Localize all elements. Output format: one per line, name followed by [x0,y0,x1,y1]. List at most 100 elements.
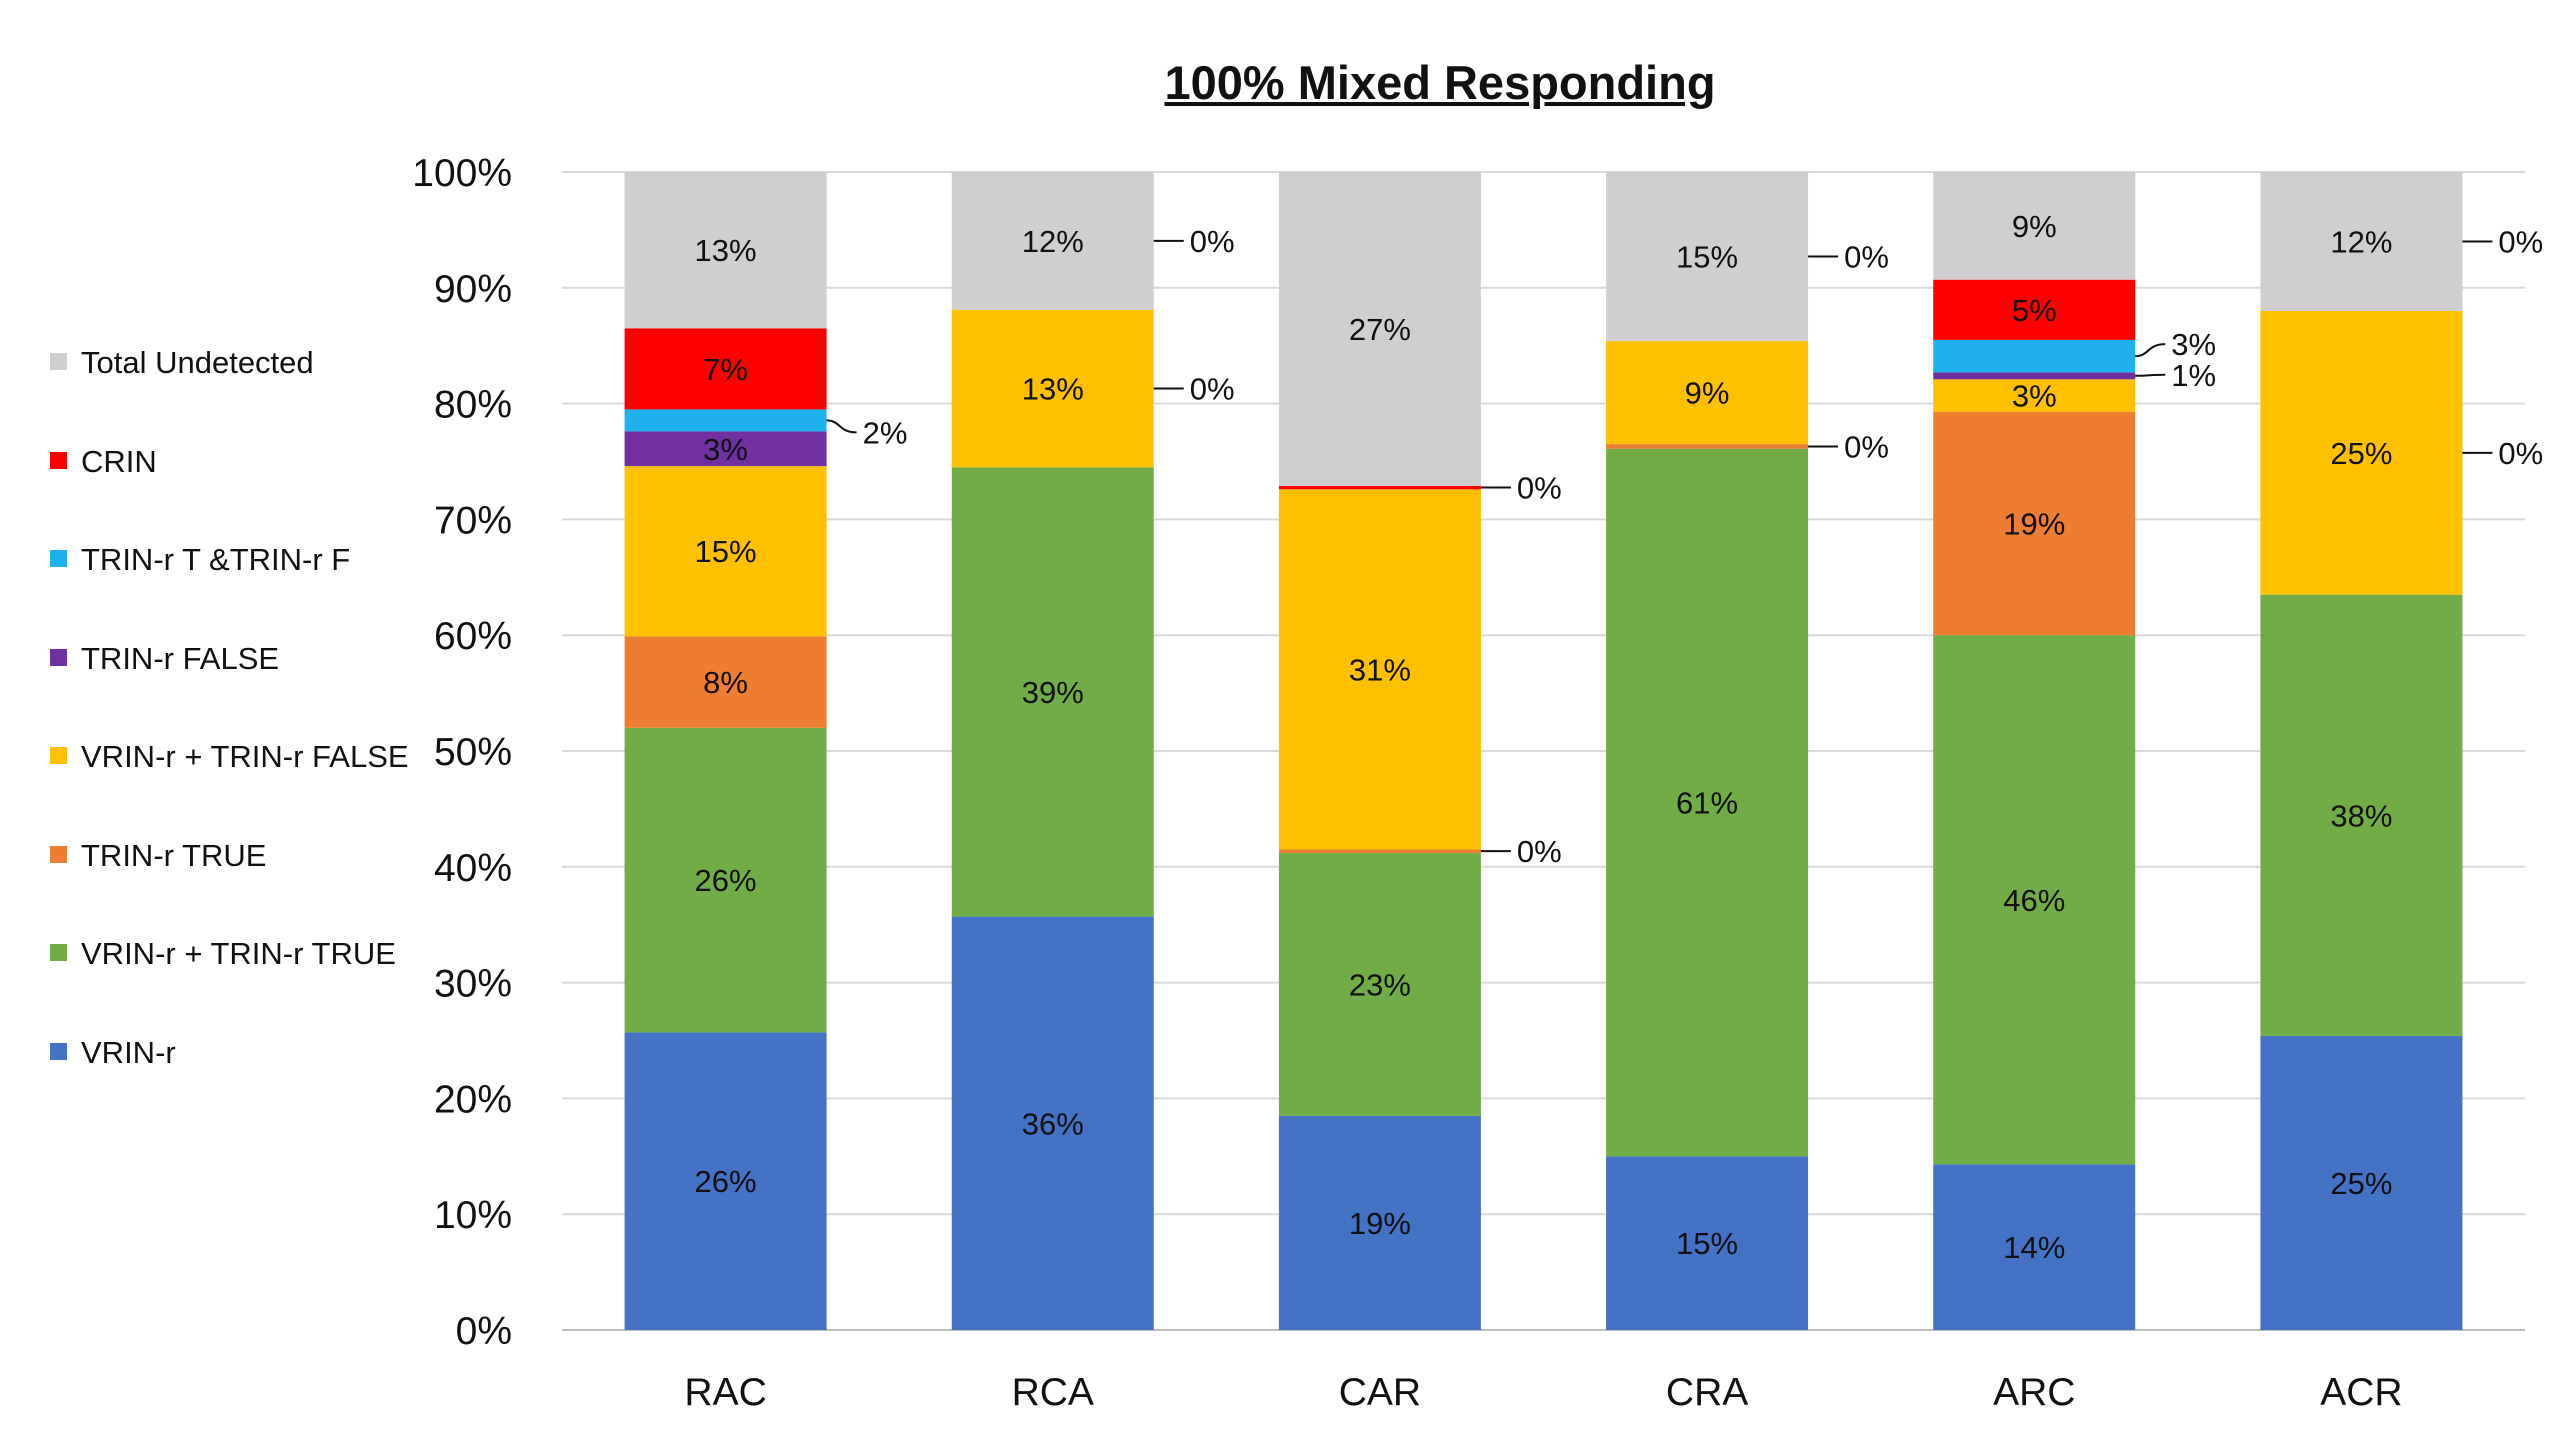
data-label: 26% [695,863,757,898]
bar-rca-total-undetected [951,172,1154,310]
x-tick-label: RCA [1012,1371,1094,1414]
legend-item-vrin-r: VRIN-r [50,1035,176,1071]
data-label: 19% [1349,1206,1411,1241]
legend-swatch [50,747,67,764]
bar-rac-vrin-r-trin-r-false [624,466,827,637]
bar-rca-vrin-r-trin-r-true [951,467,1154,917]
bar-rac-crin [624,328,827,410]
data-label: 8% [703,665,748,700]
bar-cra-vrin-r-trin-r-false [1606,341,1809,445]
bar-arc-trin-r-false [1933,372,2136,380]
y-tick-label: 20% [434,1078,512,1121]
data-label: 27% [1349,312,1411,347]
legend-swatch [50,944,67,961]
data-label: 25% [2330,436,2392,471]
bar-arc-vrin-r-trin-r-false [1933,379,2136,412]
legend-swatch [50,845,67,863]
bar-arc-crin [1933,279,2136,340]
bar-car-vrin-r-trin-r-true [1278,852,1481,1116]
callout-label: 0% [1844,429,1889,464]
bar-rac-total-undetected [624,172,827,329]
legend-item-crin: CRIN [50,444,157,480]
bar-arc-total-undetected [1933,172,2136,280]
data-label: 9% [2012,209,2057,244]
y-tick-label: 100% [412,152,512,195]
callout-leader [2135,373,2166,377]
data-label: 5% [2012,293,2057,328]
bar-cra-vrin-r [1606,1156,1809,1330]
legend-item-vrin-r-trin-r-false: VRIN-r + TRIN-r FALSE [50,739,409,775]
y-tick-label: 50% [434,731,512,774]
data-label: 7% [703,352,748,387]
bar-acr-vrin-r-trin-r-true [2260,594,2463,1036]
legend-label: TRIN-r FALSE [81,640,280,676]
bar-car-total-undetected [1278,172,1481,486]
callout-label: 0% [1190,372,1235,407]
legend-item-trin-r-t-trin-r-f: TRIN-r T &TRIN-r F [50,542,350,578]
bar-arc-vrin-r-trin-r-true [1933,635,2136,1165]
data-label: 25% [2330,1166,2392,1201]
data-label: 23% [1349,967,1411,1002]
data-label: 12% [1022,224,1084,259]
callout-label: 0% [2498,224,2543,259]
x-tick-label: CRA [1666,1371,1748,1414]
bar-arc-trin-r-true [1933,411,2136,636]
legend-label: VRIN-r + TRIN-r TRUE [81,936,396,971]
y-tick-label: 90% [434,268,512,311]
legend-swatch [50,451,67,469]
bar-arc-vrin-r [1933,1164,2136,1330]
callout-label: 0% [1844,240,1889,275]
legend-swatch [50,550,67,567]
legend-label: Total Undetected [81,345,314,380]
legend-item-vrin-r-trin-r-true: VRIN-r + TRIN-r TRUE [50,936,396,972]
y-tick-label: 80% [434,384,512,427]
legend-label: CRIN [81,443,157,479]
data-label: 39% [1022,675,1084,710]
bar-rac-trin-r-false [624,431,827,467]
data-label: 19% [2003,506,2065,541]
data-label: 15% [695,534,757,569]
bar-rca-vrin-r [951,916,1154,1330]
legend-swatch [50,353,67,370]
callout-leader [826,419,857,434]
legend-label: VRIN-r [81,1034,176,1070]
legend-label: TRIN-r TRUE [81,837,267,873]
bar-acr-vrin-r-trin-r-false [2260,310,2463,595]
bar-cra-total-undetected [1606,172,1809,342]
data-label: 13% [1022,372,1084,407]
data-label: 13% [695,233,757,268]
bar-rca-vrin-r-trin-r-false [951,309,1154,468]
bar-car-vrin-r [1278,1115,1481,1330]
bar-rac-trin-r-true [624,636,827,728]
data-label: 15% [1676,240,1738,275]
legend-label: VRIN-r + TRIN-r FALSE [81,739,409,774]
data-label: 9% [1685,376,1730,411]
bar-car-crin [1278,485,1481,490]
bar-car-vrin-r-trin-r-false [1278,489,1481,850]
data-label: 46% [2003,883,2065,918]
bar-rac-trin-r-t-trin-r-f [624,409,827,432]
chart-title: 100% Mixed Responding [1164,56,1716,109]
callout-label: 0% [1517,834,1562,869]
legend-item-trin-r-false: TRIN-r FALSE [50,641,279,677]
data-label: 3% [703,432,748,467]
y-tick-label: 70% [434,499,512,542]
legend-swatch [50,648,67,666]
callout-leader [2135,343,2166,358]
x-tick-label: ARC [1993,1371,2075,1414]
data-label: 26% [695,1164,757,1199]
y-tick-label: 40% [434,847,512,890]
y-tick-label: 0% [456,1310,512,1353]
legend-item-trin-r-true: TRIN-r TRUE [50,838,266,874]
legend-item-total-undetected: Total Undetected [50,345,314,381]
data-label: 61% [1676,786,1738,821]
bar-car-trin-r-true [1278,849,1481,853]
callout-label: 2% [863,415,908,450]
callout-label: 0% [1517,471,1562,506]
data-label: 36% [1022,1106,1084,1141]
data-label: 31% [1349,652,1411,687]
y-tick-label: 30% [434,963,512,1006]
data-label: 38% [2330,798,2392,833]
data-label: 15% [1676,1226,1738,1261]
